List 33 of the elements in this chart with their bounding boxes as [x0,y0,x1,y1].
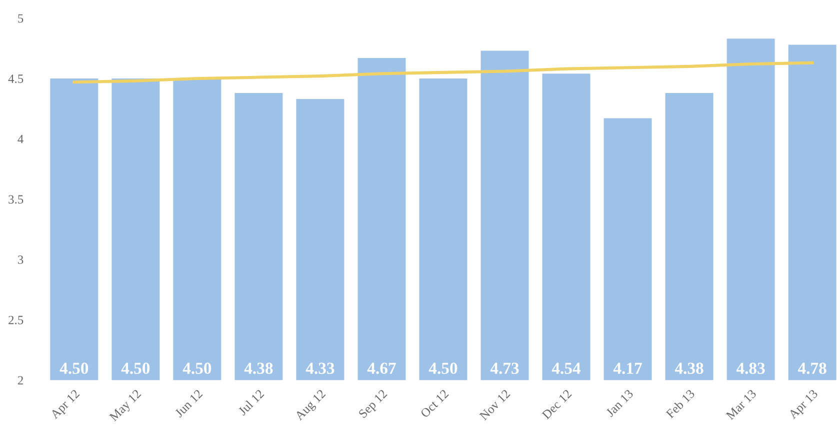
x-tick-label: Aug 12 [294,389,328,423]
y-tick-label: 3 [18,256,24,264]
data-label: 4.54 [552,362,581,374]
x-tick-label: Nov 12 [479,389,510,421]
data-label: 4.38 [244,362,273,374]
data-label: 4.50 [182,362,212,374]
data-label: 4.67 [367,362,396,374]
x-tick-label: Apr 13 [788,389,820,422]
x-tick-label: Feb 13 [665,388,696,419]
y-tick-label: 5 [18,14,24,23]
x-tick-label: Jun 12 [174,389,203,418]
data-label: 4.17 [613,362,642,374]
data-label: 4.50 [121,362,150,374]
x-tick-label: Dec 12 [542,389,572,420]
x-tick-label: Mar 13 [726,389,757,420]
y-tick-label: 4 [18,134,24,144]
x-tick-label: Oct 12 [420,389,449,418]
data-label: 4.50 [60,362,88,374]
x-tick-label: Jan 13 [605,389,634,418]
data-label: 4.50 [428,362,458,374]
y-tick-label: 2 [18,376,23,384]
x-tick-label: May 12 [108,389,144,424]
data-label: 4.83 [736,362,765,374]
data-label: 4.73 [490,362,519,374]
x-tick-label: Apr 12 [50,389,82,422]
y-tick-label: 3.5 [8,195,24,204]
y-tick-label: 2.5 [8,316,24,324]
data-label: 4.33 [306,362,334,374]
data-label: 4.78 [798,362,826,374]
x-tick-label: Jul 12 [238,388,264,416]
x-tick-label: Sep 12 [358,389,390,420]
data-label: 4.38 [674,362,704,374]
y-tick-label: 4.5 [8,74,24,83]
